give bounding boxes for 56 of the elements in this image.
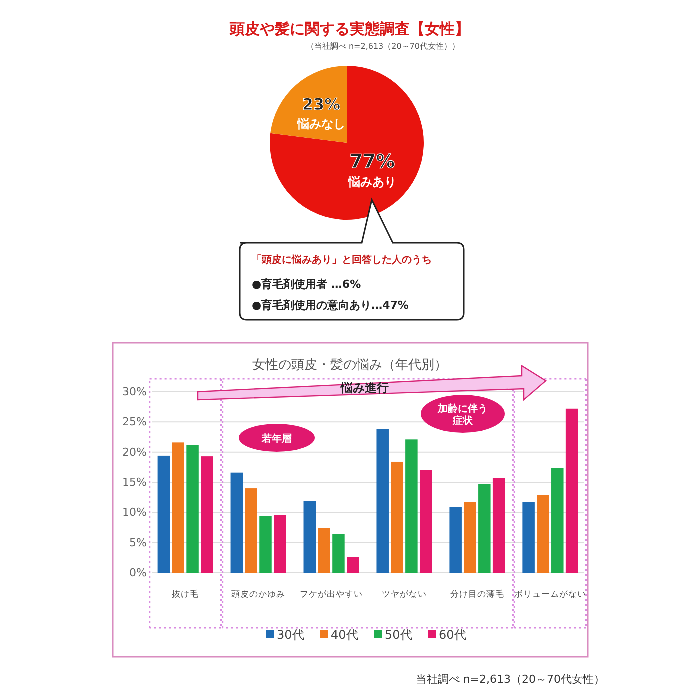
y-tick-label: 30% [122, 386, 147, 399]
bar [230, 472, 244, 573]
bar [450, 507, 462, 573]
chart-title: 頭皮や髪に関する実態調査【女性】 [229, 20, 470, 38]
annotation: 悩み進行 [340, 381, 389, 395]
data-label: 77% [350, 150, 396, 173]
x-tick-label: 頭皮のかゆみ [232, 589, 286, 600]
y-tick-label: 20% [122, 446, 147, 459]
bar [332, 534, 345, 573]
bar [347, 557, 360, 573]
legend-label: 60代 [439, 628, 466, 642]
bar [420, 470, 432, 573]
bar [201, 456, 214, 573]
bar [478, 484, 491, 573]
bar [376, 429, 389, 573]
legend-label: 50代 [385, 628, 412, 642]
y-tick-label: 15% [122, 476, 147, 490]
chart-subtitle: （当社調べ n=2,613（20～70代女性）） [306, 42, 460, 51]
bar [260, 516, 272, 573]
text: 「頭皮に悩みあり」と回答した人のうち [252, 254, 432, 266]
bar [304, 501, 316, 573]
bar [522, 502, 535, 573]
bar [158, 456, 170, 573]
y-tick-label: 10% [122, 506, 147, 520]
x-tick-label: ツヤがない [382, 590, 427, 600]
bar [464, 502, 476, 573]
text: 当社調べ n=2,613（20～70代女性） [416, 673, 605, 686]
x-tick-label: フケが出やすい [300, 589, 364, 600]
data-label: 23% [302, 95, 341, 114]
bar [245, 488, 258, 573]
bar [172, 442, 184, 573]
bar [566, 408, 578, 573]
y-tick-label: 5% [130, 536, 147, 550]
bar [537, 495, 550, 573]
x-tick-label: 分け目の薄毛 [450, 589, 504, 600]
bar [186, 445, 199, 573]
slice-label: 悩みなし [296, 117, 346, 132]
bar [274, 515, 286, 573]
bar [552, 468, 564, 573]
legend-label: 40代 [331, 628, 358, 642]
y-tick-label: 0% [130, 566, 147, 580]
x-tick-label: ボリュームがない [514, 589, 586, 600]
pie-slice [270, 66, 424, 220]
annotation: 加齢に伴う症状 [437, 403, 488, 427]
bar [391, 462, 404, 573]
bar [492, 478, 506, 573]
y-tick-label: 25% [122, 416, 147, 429]
bar [318, 528, 330, 573]
text: ●育毛剤使用者 …6% [252, 278, 362, 291]
slice-label: 悩みあり [347, 174, 396, 189]
bar [406, 440, 418, 573]
x-tick-label: 抜け毛 [172, 589, 200, 600]
text: ●育毛剤使用の意向あり…47% [252, 299, 409, 312]
annotation: 若年層 [261, 433, 292, 445]
chart-title: 女性の頭皮・髪の悩み（年代別） [252, 358, 448, 373]
legend-label: 30代 [277, 628, 304, 642]
